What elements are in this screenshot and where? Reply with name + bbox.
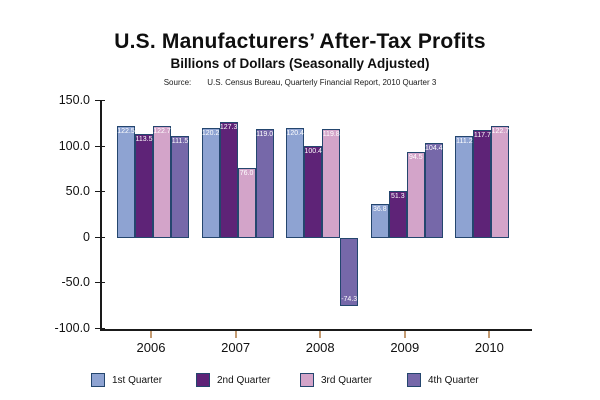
- chart-subtitle: Billions of Dollars (Seasonally Adjusted…: [170, 56, 430, 71]
- chart-title: U.S. Manufacturers’ After-Tax Profits: [114, 30, 486, 53]
- bar-2007-q2: 127.3: [219, 121, 238, 238]
- bar-value-label: 104.4: [425, 144, 443, 152]
- bar-2007-q4: 119.0: [255, 129, 274, 238]
- bar-value-label: 127.3: [219, 123, 238, 131]
- bar-value-label: 51.3: [390, 193, 405, 200]
- bar-value-label: 111.5: [171, 138, 189, 146]
- bar-value-label: 120.4: [286, 129, 304, 137]
- bar-2010-q2: 117.7: [473, 130, 492, 238]
- source-label: Source:: [163, 78, 192, 87]
- bar-2007-q1: 120.2: [201, 128, 220, 238]
- source-line: Source: U.S. Census Bureau, Quarterly Fin…: [0, 78, 600, 87]
- bar-value-label: 120.2: [201, 130, 220, 138]
- x-axis-label-2007: 2007: [221, 340, 251, 355]
- plot-area: 122.5 120.2 120.4 36.8 111.2 113.5 127.3 100.4 5…: [100, 101, 532, 331]
- legend-label-q3: 3rd Quarter: [321, 375, 373, 386]
- y-tick-label: 100.0: [58, 138, 90, 153]
- x-tick-mark: [488, 331, 491, 338]
- bar-2006-q3: 122.7: [153, 125, 171, 238]
- x-tick-mark: [319, 331, 322, 338]
- legend-swatch-q3: [300, 373, 314, 387]
- legend-label-q2: 2nd Quarter: [217, 375, 271, 386]
- bar-2009-q1: 36.8: [370, 204, 389, 238]
- x-axis-label-2009: 2009: [390, 340, 420, 355]
- y-tick-label: 150.0: [58, 93, 90, 107]
- bar-value-label: -74.3: [341, 295, 358, 303]
- bar-value-label: 122.7: [153, 127, 171, 135]
- x-axis-label-2006: 2006: [136, 340, 166, 355]
- x-tick-mark: [403, 331, 406, 338]
- bar-2008-q1: 120.4: [286, 127, 305, 238]
- x-tick-mark: [150, 331, 152, 338]
- bar-2008-q3: 119.8: [322, 128, 341, 238]
- bar-value-label: 119.8: [322, 130, 340, 138]
- bar-2006-q1: 122.5: [117, 126, 135, 238]
- bar-value-label: 100.4: [304, 148, 322, 156]
- bar-2009-q2: 51.3: [388, 191, 407, 238]
- y-tick-mark: [95, 100, 105, 101]
- x-tick-mark: [234, 331, 237, 338]
- bar-2009-q3: 94.5: [406, 151, 425, 238]
- x-axis-label-2010: 2010: [474, 340, 504, 355]
- bar-value-label: 76.0: [239, 170, 254, 178]
- x-axis-label-2008: 2008: [305, 340, 335, 355]
- bar-value-label: 36.8: [372, 206, 387, 214]
- bar-value-label: 122.7: [491, 127, 510, 135]
- bar-2010-q3: 122.7: [491, 125, 510, 238]
- legend: 1st Quarter 2nd Quarter 3rd Quarter 4th Qua…: [0, 372, 600, 392]
- legend-swatch-q1: [91, 373, 105, 387]
- legend-swatch-q4: [407, 373, 421, 387]
- legend-label-q1: 1st Quarter: [112, 375, 163, 386]
- bar-2006-q4: 111.5: [171, 136, 189, 238]
- y-tick-label: 0: [83, 229, 90, 244]
- source-text: U.S. Census Bureau, Quarterly Financial …: [207, 78, 437, 87]
- legend-swatch-q2: [196, 373, 210, 387]
- legend-label-q4: 4th Quarter: [428, 375, 479, 386]
- bar-2010-q1: 111.2: [455, 136, 474, 238]
- bar-value-label: 94.5: [408, 153, 423, 161]
- bar-value-label: 113.5: [135, 136, 153, 144]
- y-tick-label: -100.0: [54, 321, 90, 335]
- y-tick-label: 50.0: [65, 184, 90, 199]
- bar-value-label: 119.0: [256, 131, 274, 139]
- bar-value-label: 122.5: [117, 128, 135, 136]
- bar-2008-q2: 100.4: [304, 146, 323, 238]
- bar-2009-q4: 104.4: [424, 142, 443, 238]
- bar-2007-q3: 76.0: [237, 168, 256, 238]
- y-tick-label: -50.0: [61, 275, 91, 290]
- bar-2006-q2: 113.5: [135, 134, 153, 238]
- bar-value-label: 111.2: [456, 138, 473, 146]
- bar-2008-q4: -74.3: [340, 237, 359, 306]
- bar-value-label: 117.7: [473, 132, 491, 140]
